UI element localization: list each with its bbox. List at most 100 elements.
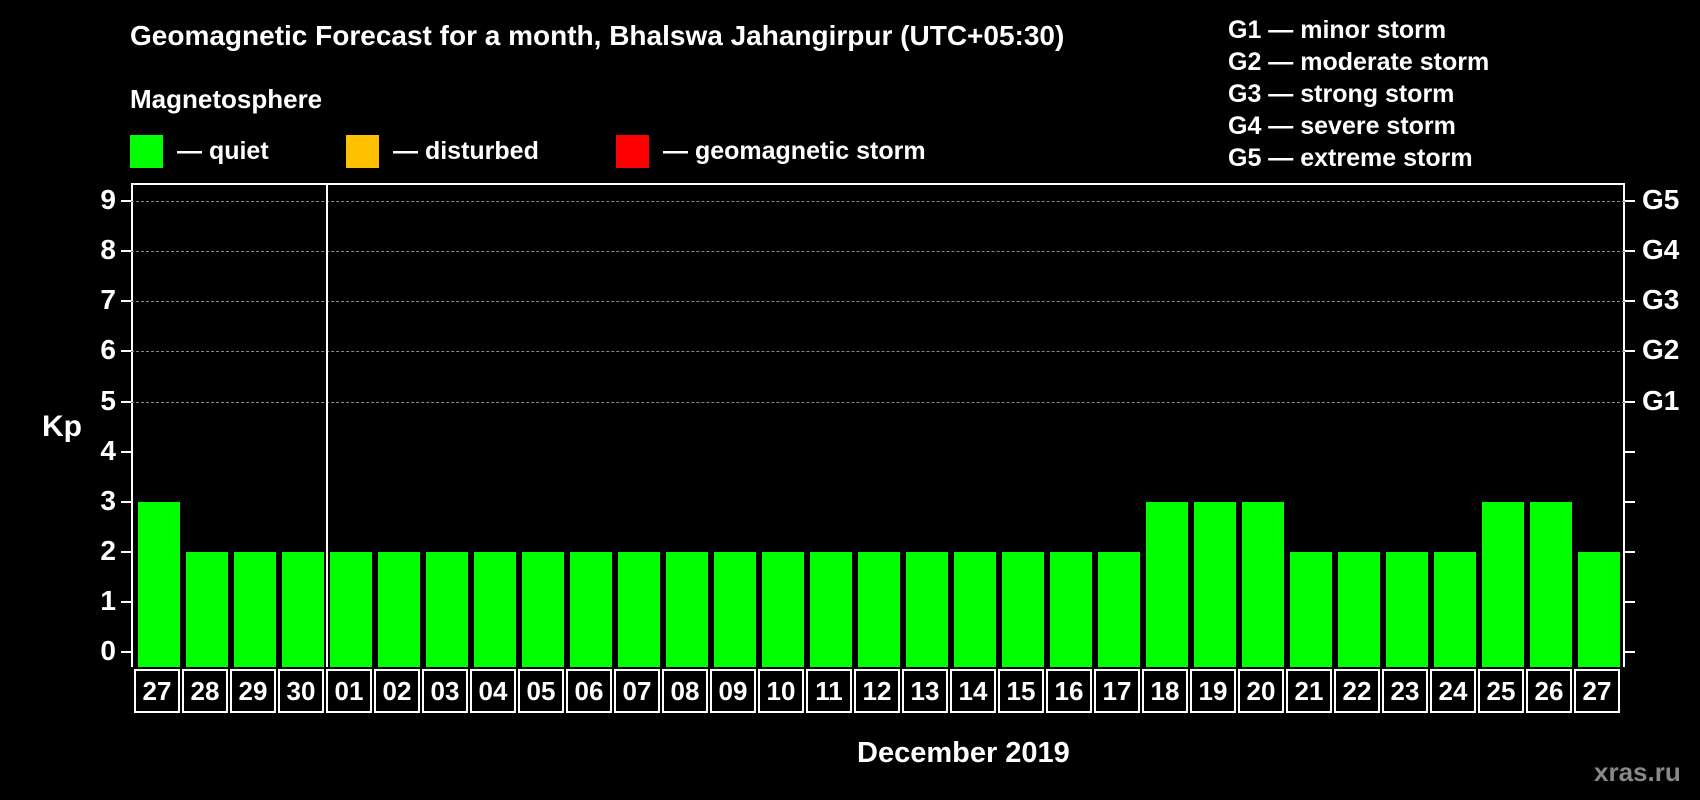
y-tick-label: 6 [100,334,116,366]
kp-bar [1146,501,1188,667]
y-tick [121,300,131,303]
legend-item-storm: — geomagnetic storm [616,134,926,168]
date-cell: 14 [950,669,996,713]
right-y-tick [1625,450,1635,453]
kp-bar [810,551,852,667]
storm-scale-g4: G4 — severe storm [1228,112,1456,140]
date-cell: 09 [710,669,756,713]
date-cell: 26 [1526,669,1572,713]
storm-level-label: G3 [1642,284,1680,316]
brand-watermark: xras.ru [1594,757,1681,787]
date-cell: 07 [614,669,660,713]
y-tick [121,200,131,203]
gridline [131,301,1625,303]
right-y-tick [1625,300,1635,303]
legend-label: — quiet [177,136,269,165]
kp-bar [906,551,948,667]
right-y-tick [1625,200,1635,203]
kp-bar [1530,501,1572,667]
date-cell: 20 [1238,669,1284,713]
date-cell: 22 [1334,669,1380,713]
date-cell: 29 [230,669,276,713]
kp-bar [1290,551,1332,667]
y-tick [121,350,131,353]
kp-bar [234,551,276,667]
y-tick-label: 7 [100,284,116,316]
storm-level-label: G4 [1642,234,1680,266]
y-tick-label: 9 [100,184,116,216]
date-cell: 13 [902,669,948,713]
date-cell: 27 [1574,669,1620,713]
y-tick-label: 4 [100,434,116,466]
kp-bar [474,551,516,667]
kp-bar [570,551,612,667]
date-cell: 25 [1478,669,1524,713]
storm-scale-g2: G2 — moderate storm [1228,48,1490,76]
date-cell: 16 [1046,669,1092,713]
storm-scale-g5: G5 — extreme storm [1228,144,1473,172]
y-tick-label: 2 [100,534,116,566]
y-tick [121,450,131,453]
kp-bar [1578,551,1620,667]
x-axis-label: December 2019 [857,737,1070,769]
date-cell: 18 [1142,669,1188,713]
kp-bar [330,551,372,667]
date-cell: 03 [422,669,468,713]
right-y-tick [1625,550,1635,553]
storm-level-label: G5 [1642,184,1680,216]
date-cell: 17 [1094,669,1140,713]
storm-level-label: G1 [1642,384,1680,416]
right-y-tick [1625,350,1635,353]
chart-title: Geomagnetic Forecast for a month, Bhalsw… [130,20,1065,51]
date-cell: 30 [278,669,324,713]
right-y-tick [1625,500,1635,503]
legend-label: — disturbed [393,136,539,165]
kp-bar [1338,551,1380,667]
storm-level-label: G2 [1642,334,1680,366]
legend-title: Magnetosphere [130,84,323,114]
x-axis-date-row: 27 28 29 30 01 02 03 04 05 06 07 08 09 10 11 12 13 14 15 16… [134,669,1622,717]
date-cell: 04 [470,669,516,713]
kp-bar [762,551,804,667]
quiet-swatch-icon [130,134,163,168]
y-axis-label: Kp [42,410,82,443]
date-cell: 23 [1382,669,1428,713]
storm-scale-legend: G1 — minor storm G2 — moderate storm G3 … [1228,14,1489,174]
date-cell: 02 [374,669,420,713]
kp-bar [618,551,660,667]
kp-bar [1242,501,1284,667]
disturbed-swatch-icon [346,134,379,168]
legend-label: — geomagnetic storm [663,136,926,165]
storm-scale-g1: G1 — minor storm [1228,16,1447,44]
date-cell: 05 [518,669,564,713]
kp-bar [1050,551,1092,667]
date-cell: 27 [134,669,180,713]
kp-bar [282,551,324,667]
y-tick-label: 1 [100,584,116,616]
y-tick-label: 0 [100,635,116,666]
storm-scale-g3: G3 — strong storm [1228,80,1455,108]
kp-bar [378,551,420,667]
date-cell: 06 [566,669,612,713]
kp-bar [1194,501,1236,667]
date-cell: 24 [1430,669,1476,713]
gridline [131,401,1625,403]
kp-bar [1482,501,1524,667]
right-y-tick [1625,400,1635,403]
kp-bar [666,551,708,667]
right-y-tick [1625,651,1635,653]
gridline [131,251,1625,253]
kp-bar [1002,551,1044,667]
date-cell: 28 [182,669,228,713]
plot-area [131,183,1625,667]
legend-item-quiet: — quiet [130,134,269,168]
date-cell: 15 [998,669,1044,713]
kp-bar [1386,551,1428,667]
kp-bar [714,551,756,667]
date-cell: 19 [1190,669,1236,713]
date-cell: 11 [806,669,852,713]
kp-bar [186,551,228,667]
y-tick-label: 3 [100,484,116,516]
gridline [131,351,1625,353]
right-y-tick [1625,250,1635,253]
